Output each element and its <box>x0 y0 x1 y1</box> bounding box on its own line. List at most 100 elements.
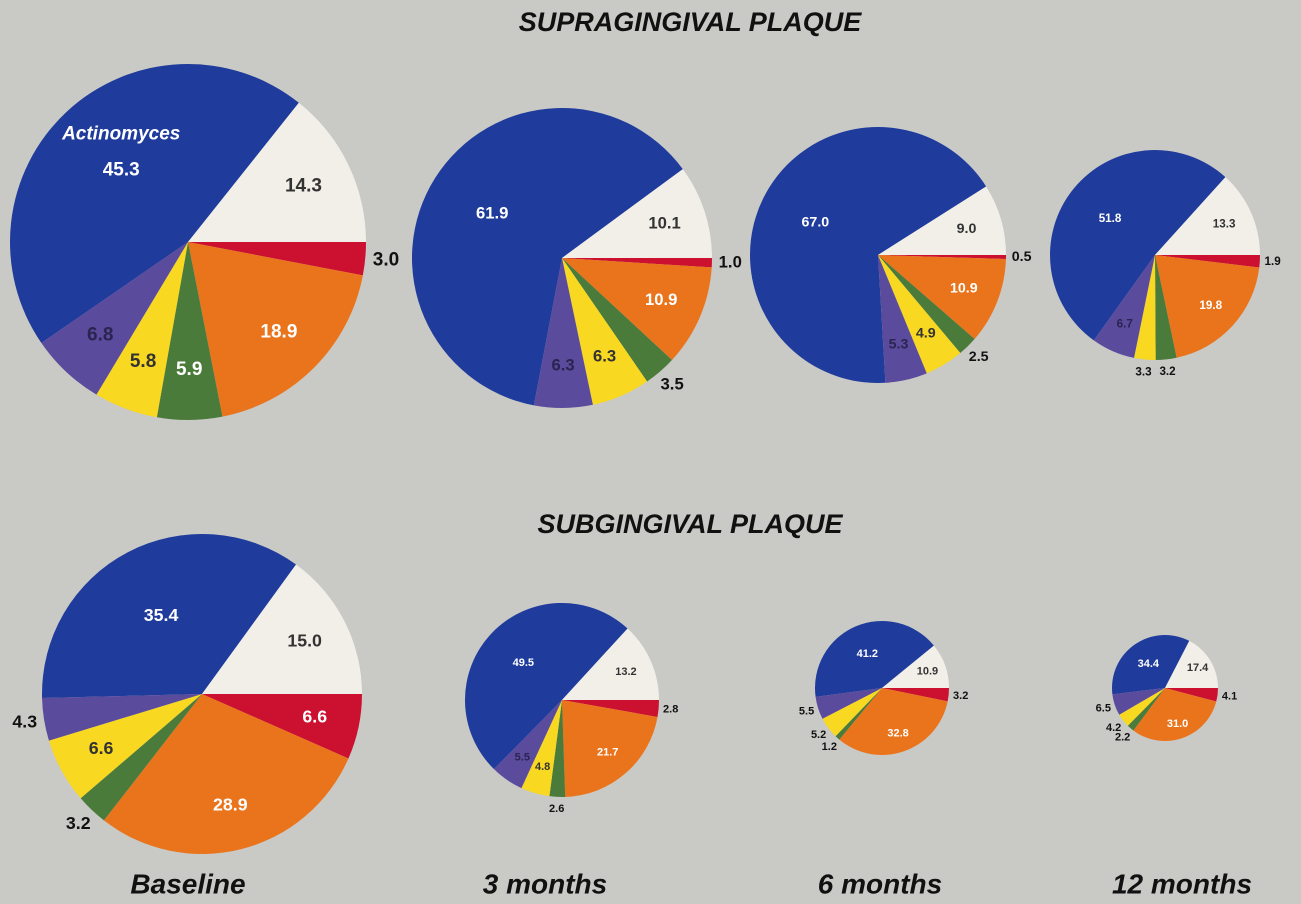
value-label: 35.4 <box>144 605 179 625</box>
value-label: 67.0 <box>802 215 830 231</box>
value-label: 2.8 <box>663 703 678 715</box>
value-label: 3.5 <box>661 375 684 394</box>
slice <box>562 700 659 717</box>
slice <box>549 700 566 797</box>
value-label: 4.3 <box>12 711 37 731</box>
value-label: 2.5 <box>969 349 989 365</box>
value-label: 4.9 <box>916 326 936 342</box>
slice <box>878 186 1006 255</box>
value-label: 15.0 <box>287 630 322 650</box>
column-label: 12 months <box>1112 868 1252 899</box>
slice <box>1133 688 1217 741</box>
value-label: 6.3 <box>551 355 574 374</box>
value-label: 21.7 <box>597 747 618 759</box>
column-label: Baseline <box>130 868 245 899</box>
value-label: 6.8 <box>87 324 113 345</box>
slice <box>41 533 297 699</box>
slice <box>815 621 934 697</box>
value-label: 17.4 <box>1187 662 1209 674</box>
slice <box>412 107 683 406</box>
slice <box>882 645 949 688</box>
slice <box>815 688 882 719</box>
value-label: 1.0 <box>719 253 742 272</box>
value-label: 13.2 <box>615 666 636 678</box>
value-label: 61.9 <box>476 203 508 222</box>
slice <box>464 602 628 770</box>
value-label: 10.9 <box>645 290 677 309</box>
value-label: 5.8 <box>130 351 156 372</box>
value-label: 6.6 <box>89 738 114 758</box>
slice <box>1093 255 1155 358</box>
slice <box>562 258 672 382</box>
value-label: 3.3 <box>1135 365 1152 378</box>
value-label: 49.5 <box>513 657 534 669</box>
heading: SUBGINGIVAL PLAQUE <box>537 509 843 539</box>
slice <box>750 126 987 383</box>
value-label: 13.3 <box>1213 217 1236 230</box>
slice <box>1112 688 1165 715</box>
value-label: 14.3 <box>285 175 322 196</box>
slice <box>202 694 362 759</box>
slice <box>1155 255 1260 268</box>
slice <box>188 242 363 417</box>
value-label: 34.4 <box>1138 658 1160 670</box>
slice <box>80 694 202 821</box>
value-label: 3.2 <box>1159 365 1176 378</box>
value-label: 10.1 <box>648 214 680 233</box>
slice <box>878 255 1006 260</box>
slice <box>202 564 362 694</box>
value-label: 51.8 <box>1099 212 1122 225</box>
value-label: 6.7 <box>1117 317 1133 330</box>
slice <box>878 255 1006 339</box>
value-label: 5.5 <box>799 706 814 718</box>
slice <box>835 688 882 740</box>
value-label: 9.0 <box>957 221 977 237</box>
value-label: 3.2 <box>66 813 91 833</box>
value-label: 10.9 <box>917 666 938 678</box>
slice <box>1127 688 1165 731</box>
slice <box>156 242 223 421</box>
value-label: 5.5 <box>515 751 530 763</box>
slice <box>882 688 949 702</box>
slice <box>878 255 975 354</box>
value-label: 0.5 <box>1012 249 1032 265</box>
category-label: Actinomyces <box>61 123 180 144</box>
value-label: 6.3 <box>593 347 616 366</box>
slice <box>878 255 961 374</box>
value-label: 2.6 <box>549 803 564 815</box>
heading: SUPRAGINGIVAL PLAQUE <box>519 7 863 37</box>
slice <box>822 688 882 737</box>
value-label: 6.6 <box>302 706 327 726</box>
slice <box>839 688 948 755</box>
value-label: 32.8 <box>887 727 908 739</box>
slice <box>103 694 349 854</box>
column-label: 3 months <box>483 868 607 899</box>
value-label: 2.2 <box>1115 731 1130 743</box>
slice <box>1134 255 1156 360</box>
value-label: 10.9 <box>950 280 978 296</box>
slice <box>562 258 712 268</box>
slice <box>1165 688 1218 702</box>
value-label: 3.0 <box>373 250 399 271</box>
slice <box>1155 255 1177 360</box>
slice <box>1119 688 1165 726</box>
slice <box>562 258 648 405</box>
slice <box>562 258 712 360</box>
slice <box>188 102 366 242</box>
slice <box>1165 640 1218 688</box>
value-label: 4.1 <box>1222 690 1237 702</box>
value-label: 28.9 <box>213 794 248 814</box>
value-label: 1.2 <box>822 741 837 753</box>
slice <box>1112 635 1190 695</box>
slice <box>1155 177 1260 255</box>
value-label: 6.5 <box>1096 703 1111 715</box>
value-label: 41.2 <box>857 648 878 660</box>
value-label: 5.3 <box>889 337 909 353</box>
value-label: 5.2 <box>811 729 826 741</box>
slice <box>1155 255 1260 358</box>
slice <box>521 700 562 797</box>
slice <box>48 694 202 799</box>
value-label: 19.8 <box>1199 299 1222 312</box>
value-label: 4.2 <box>1106 722 1121 734</box>
